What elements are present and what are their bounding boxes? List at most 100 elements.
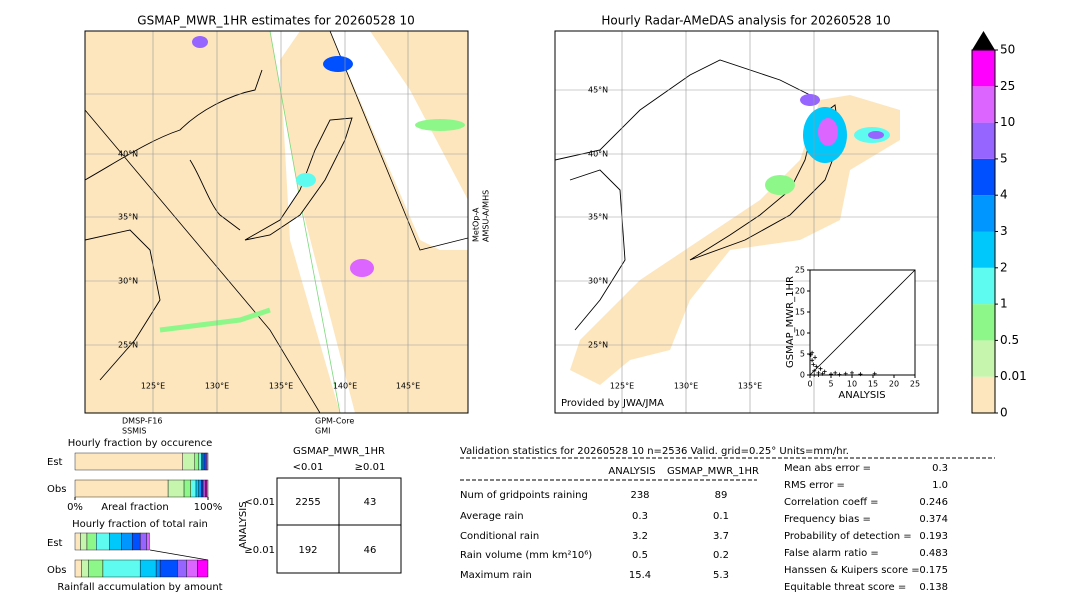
fraction-segment (88, 559, 104, 578)
point (811, 362, 816, 367)
fraction-segment (96, 532, 110, 551)
row-label: Est (47, 538, 63, 549)
y-tick-label: 15 (795, 308, 805, 317)
colorbar-extension (972, 31, 995, 50)
point (858, 372, 863, 377)
fraction-segment (167, 479, 185, 498)
y-tick-label: 0 (800, 371, 805, 380)
fraction-segment (80, 532, 88, 551)
colorbar-label: 0.5 (1000, 333, 1019, 347)
score-value: 0.483 (919, 548, 948, 559)
col-header: ANALYSIS (608, 466, 655, 477)
fraction-segment (102, 559, 141, 578)
score-label: Correlation coeff = (784, 497, 879, 508)
fraction-title: Hourly fraction of total rain (72, 519, 208, 530)
score-label: Hanssen & Kuipers score = (784, 565, 920, 576)
fraction-segment (121, 532, 133, 551)
fraction-segment (146, 532, 150, 551)
x-axis-label: Rainfall accumulation by amount (57, 582, 222, 593)
score-label: Probability of detection = (784, 531, 912, 542)
right-map (555, 31, 938, 413)
colorbar-label: 2 (1000, 260, 1008, 274)
lon-label: 135°E (738, 382, 762, 391)
fraction-segment (198, 479, 202, 498)
stat-label: Average rain (460, 511, 524, 522)
stat-value: 238 (630, 490, 649, 501)
fraction-segment (109, 532, 122, 551)
row-label: Obs (47, 484, 66, 495)
stat-value: 89 (715, 490, 728, 501)
row-label: <0.01 (244, 497, 275, 508)
colorbar-segment (972, 158, 995, 196)
score-label: RMS error = (784, 480, 845, 491)
fraction-segment (197, 559, 209, 578)
score-value: 0.246 (919, 497, 948, 508)
y-tick-label: 10 (795, 329, 805, 338)
colorbar-label: 4 (1000, 188, 1008, 202)
y-tick-label: 5 (800, 350, 805, 359)
fraction-segment (190, 479, 197, 498)
point (843, 371, 848, 376)
fraction-segment (206, 479, 209, 498)
connector (149, 549, 209, 561)
stat-value: 0.1 (713, 511, 729, 522)
x-tick-label: 15 (868, 380, 878, 389)
point (816, 373, 821, 377)
score-value: 0.138 (919, 582, 948, 593)
fraction-segment (74, 452, 183, 471)
y-tick-label: 25 (795, 266, 805, 275)
row-label: Est (47, 457, 63, 468)
col-label: <0.01 (293, 462, 324, 473)
score-value: 0.193 (919, 531, 948, 542)
point (820, 371, 825, 376)
score-value: 0.374 (919, 514, 948, 525)
lat-label: 40°N (588, 150, 608, 159)
colorbar-segment (972, 376, 995, 413)
point (822, 369, 827, 374)
fraction-segment (206, 452, 209, 471)
left-map-title: GSMAP_MWR_1HR estimates for 20260528 10 (137, 14, 414, 28)
lat-label: 25°N (118, 341, 138, 350)
fraction-segment (159, 559, 178, 578)
satellite-sensor: GMI (315, 427, 330, 436)
row-title: ANALYSIS (238, 501, 249, 548)
fraction-segment (195, 479, 199, 498)
lat-label: 30°N (118, 277, 138, 286)
fraction-segment (74, 479, 169, 498)
point (829, 372, 833, 377)
stat-label: Maximum rain (460, 570, 532, 581)
fraction-segment (194, 452, 199, 471)
fraction-segment (182, 452, 195, 471)
colorbar-segment (972, 340, 995, 377)
colorbar-label: 50 (1000, 43, 1015, 57)
col-label: ≥0.01 (355, 462, 386, 473)
score-label: Mean abs error = (784, 463, 871, 474)
fraction-segment (81, 559, 89, 578)
row-label: ≥0.01 (244, 545, 275, 556)
score-value: 0.3 (932, 463, 948, 474)
lat-label: 40°N (118, 150, 138, 159)
row-label: Obs (47, 565, 66, 576)
fraction-segment (86, 532, 97, 551)
x-tick-label: 10 (847, 380, 857, 389)
satellite-sensor: SSMIS (122, 427, 147, 436)
cell: 2255 (295, 497, 320, 508)
left-map (85, 31, 468, 413)
stat-label: Num of gridpoints raining (460, 490, 588, 501)
point (872, 371, 877, 376)
point (814, 364, 819, 369)
fraction-segment (198, 452, 202, 471)
x-axis-label: ANALYSIS (838, 390, 885, 401)
lat-label: 30°N (588, 277, 608, 286)
colorbar-segment (972, 195, 995, 232)
cell: 192 (298, 545, 317, 556)
cell: 46 (364, 545, 377, 556)
one-to-one-line (809, 269, 916, 376)
stat-value: 0.5 (632, 550, 648, 561)
lon-label: 130°E (674, 382, 698, 391)
colorbar-label: 1 (1000, 297, 1008, 311)
right-map-title: Hourly Radar-AMeDAS analysis for 2026052… (601, 14, 890, 28)
colorbar-label: 0.01 (1000, 369, 1027, 383)
fraction-segment (139, 559, 157, 578)
